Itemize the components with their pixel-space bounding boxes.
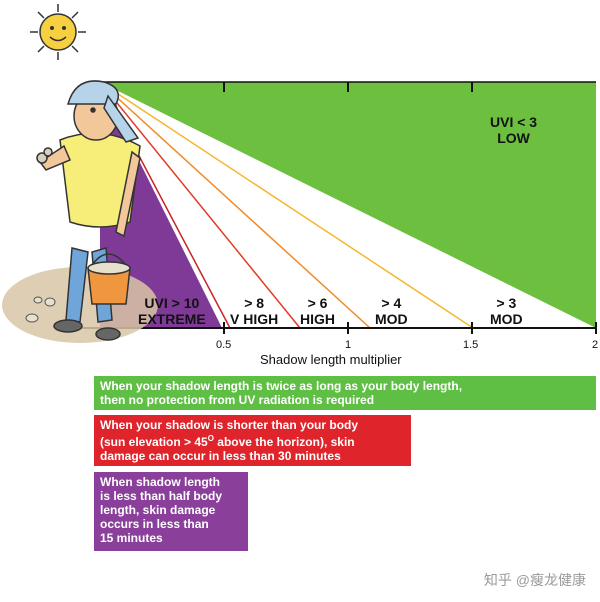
zone-label-low: UVI < 3 LOW	[490, 114, 537, 146]
ray-mod-4	[99, 81, 371, 329]
zone-high-line1: > 6	[307, 295, 328, 311]
ray-high-6	[99, 81, 301, 329]
notice-purple-line4: occurs in less than	[100, 517, 209, 531]
notice-no-protection: When your shadow length is twice as long…	[94, 376, 596, 410]
notice-purple-line3: length, skin damage	[100, 503, 216, 517]
zone-vhigh-line2: V HIGH	[230, 311, 279, 327]
tick-label-0.5: 0.5	[216, 339, 232, 351]
zone-label-mod-4: > 4 MOD	[375, 295, 408, 327]
zone-extreme-line1: UVI > 10	[144, 295, 200, 311]
sun-icon	[30, 4, 86, 60]
notice-green-line1: When your shadow length is twice as long…	[100, 379, 463, 393]
axis-title: Shadow length multiplier	[260, 352, 402, 367]
notice-red-line2a: (sun elevation > 45	[100, 435, 208, 449]
zone-mod3-line1: > 3	[496, 295, 517, 311]
zone-label-mod-3: > 3 MOD	[490, 295, 523, 327]
watermark: 知乎 @瘦龙健康	[483, 572, 586, 588]
person-illustration	[36, 80, 141, 341]
zone-mod3-line2: MOD	[490, 311, 523, 327]
notice-purple-line5: 15 minutes	[100, 531, 163, 545]
notice-red-line3: damage can occur in less than 30 minutes	[100, 449, 341, 463]
zone-low-line2: LOW	[497, 130, 530, 146]
notice-red-line2b: above the horizon), skin	[213, 435, 355, 449]
notice-red-line2: (sun elevation > 45O above the horizon),…	[100, 432, 405, 449]
zone-label-extreme: UVI > 10 EXTREME	[138, 295, 206, 327]
notice-30-minutes: When your shadow is shorter than your bo…	[94, 415, 411, 466]
x-axis	[60, 81, 597, 334]
zone-label-high: > 6 HIGH	[300, 295, 335, 327]
ray-mod-3	[99, 81, 474, 329]
notice-15-minutes: When shadow length is less than half bod…	[94, 472, 248, 551]
notice-purple-line1: When shadow length	[100, 475, 220, 489]
tick-label-2: 2	[592, 339, 599, 351]
shells-decoration	[25, 296, 56, 323]
zone-mod4-line1: > 4	[381, 295, 402, 311]
zone-vhigh-line1: > 8	[244, 295, 265, 311]
zone-moderate-fill	[100, 82, 596, 328]
zone-low-line1: UVI < 3	[490, 114, 538, 130]
notice-green-line2: then no protection from UV radiation is …	[100, 393, 375, 407]
notice-red-line1: When your shadow is shorter than your bo…	[100, 418, 359, 432]
tick-label-1.5: 1.5	[463, 339, 479, 351]
degree-superscript: O	[207, 434, 214, 443]
zone-extreme-line2: EXTREME	[138, 311, 206, 327]
tick-label-1: 1	[345, 339, 352, 351]
zone-high-line2: HIGH	[300, 311, 335, 327]
notice-purple-line2: is less than half body	[100, 489, 223, 503]
zone-label-v-high: > 8 V HIGH	[230, 295, 278, 327]
zone-mod4-line2: MOD	[375, 311, 408, 327]
